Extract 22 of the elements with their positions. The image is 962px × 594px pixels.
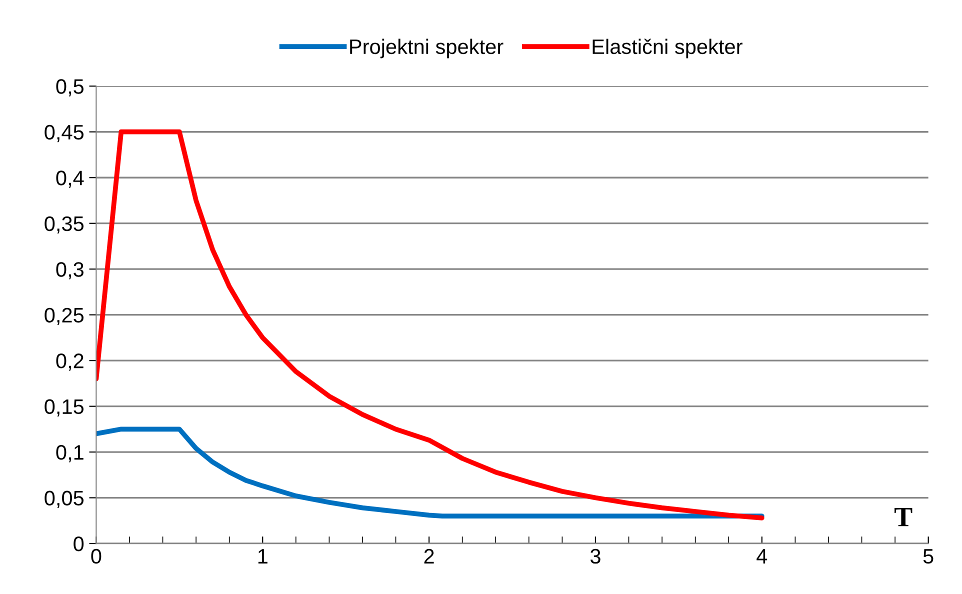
line-series [96,129,764,520]
legend-label: Projektni spekter [350,38,504,58]
x-tick-label: 0 [91,548,102,564]
x-tick-label: 5 [923,549,934,564]
x-tick-label: 1 [258,549,268,564]
y-tick-label: 0,05 [44,490,84,508]
y-tick-label: 0,45 [44,124,84,142]
y-tick-label: 0 [74,536,84,552]
x-axis-title: T [894,508,912,526]
line-series [96,426,764,518]
y-tick-label: 0,5 [56,79,84,96]
y-tick-label: 0,15 [44,399,84,417]
y-tick-label: 0,4 [56,170,84,188]
legend-label: Elastični spekter [592,38,742,58]
x-tick-label: 3 [590,548,600,564]
y-tick-label: 0,25 [44,308,84,326]
x-tick-label: 2 [424,548,434,564]
y-tick-label: 0,2 [56,354,84,371]
y-tick-label: 0,3 [56,262,84,280]
y-tick-label: 0,1 [56,445,84,462]
y-tick-label: 0,35 [44,216,84,234]
x-tick-label: 4 [756,549,768,564]
